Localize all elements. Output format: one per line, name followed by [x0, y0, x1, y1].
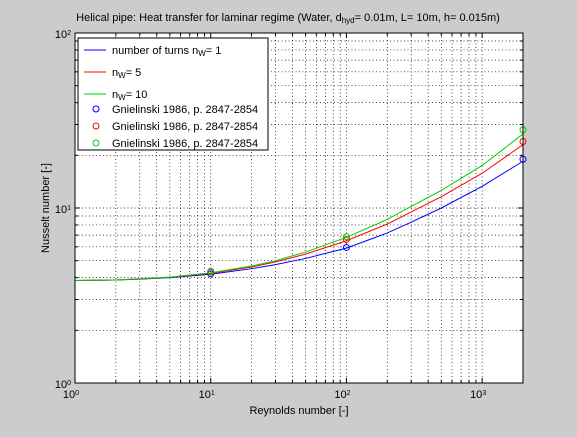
- legend-label-g10: Gnielinski 1986, p. 2847-2854: [112, 138, 258, 150]
- y-tick-label-1: 101: [55, 204, 71, 216]
- x-tick-label-1: 101: [199, 389, 215, 401]
- legend-label-n10: nW= 10: [112, 89, 147, 102]
- series-point-g10-0: [207, 267, 215, 275]
- legend-box: [77, 37, 269, 151]
- legend: number of turns nW= 1 nW= 5 nW= 10 Gnielins…: [77, 37, 269, 151]
- legend-swatch-g1: [92, 105, 100, 113]
- title-text: Helical pipe: Heat transfer for laminar …: [76, 12, 500, 25]
- x-tick-label-0: 100: [63, 389, 79, 401]
- series-point-g10-1: [342, 233, 350, 241]
- legend-label-n5: nW= 5: [112, 67, 141, 80]
- series-point-g5-1: [342, 236, 350, 244]
- y-axis-label: Nusselt number [-]: [40, 163, 52, 253]
- legend-label-n1: number of turns nW= 1: [112, 45, 221, 58]
- x-tick-label-3: 103: [470, 389, 486, 401]
- chart-title: Helical pipe: Heat transfer for laminar …: [76, 12, 500, 25]
- axis-ticks: 100 101 102 103 100 101 102: [55, 29, 524, 401]
- x-axis-label: Reynolds number [-]: [249, 405, 348, 417]
- legend-swatch-g10: [92, 139, 100, 147]
- y-tick-label-2: 102: [55, 29, 71, 41]
- y-axis-label-text: Nusselt number [-]: [40, 163, 52, 253]
- x-tick-label-2: 102: [334, 389, 350, 401]
- series-line-n10: [74, 133, 524, 282]
- x-axis-label-text: Reynolds number [-]: [249, 405, 348, 417]
- legend-swatch-g5: [92, 122, 100, 130]
- y-tick-label-0: 100: [55, 379, 71, 391]
- legend-label-g5: Gnielinski 1986, p. 2847-2854: [112, 121, 258, 133]
- legend-label-g1: Gnielinski 1986, p. 2847-2854: [112, 104, 258, 116]
- series-point-g1-1: [342, 243, 350, 251]
